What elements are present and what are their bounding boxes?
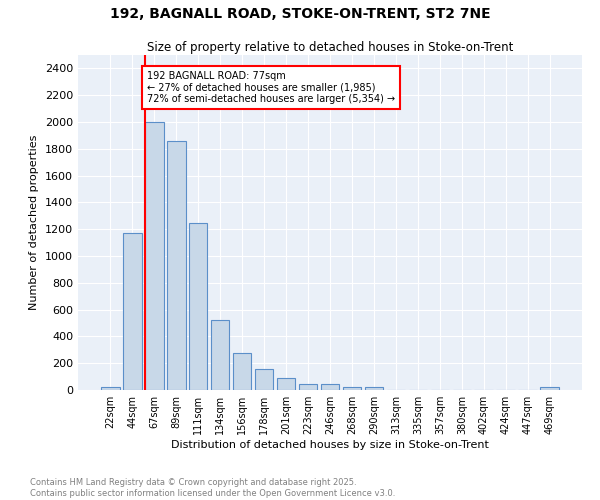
- X-axis label: Distribution of detached houses by size in Stoke-on-Trent: Distribution of detached houses by size …: [171, 440, 489, 450]
- Y-axis label: Number of detached properties: Number of detached properties: [29, 135, 40, 310]
- Bar: [365, 388, 383, 390]
- Bar: [123, 233, 142, 390]
- Bar: [299, 384, 317, 390]
- Bar: [320, 384, 340, 390]
- Text: Contains HM Land Registry data © Crown copyright and database right 2025.
Contai: Contains HM Land Registry data © Crown c…: [30, 478, 395, 498]
- Bar: [101, 386, 119, 390]
- Bar: [255, 369, 274, 390]
- Bar: [145, 122, 164, 390]
- Bar: [167, 141, 185, 390]
- Bar: [541, 388, 559, 390]
- Bar: [189, 223, 208, 390]
- Text: 192 BAGNALL ROAD: 77sqm
← 27% of detached houses are smaller (1,985)
72% of semi: 192 BAGNALL ROAD: 77sqm ← 27% of detache…: [147, 71, 395, 104]
- Bar: [211, 320, 229, 390]
- Text: 192, BAGNALL ROAD, STOKE-ON-TRENT, ST2 7NE: 192, BAGNALL ROAD, STOKE-ON-TRENT, ST2 7…: [110, 8, 490, 22]
- Bar: [233, 353, 251, 390]
- Title: Size of property relative to detached houses in Stoke-on-Trent: Size of property relative to detached ho…: [147, 41, 513, 54]
- Bar: [343, 388, 361, 390]
- Bar: [277, 378, 295, 390]
